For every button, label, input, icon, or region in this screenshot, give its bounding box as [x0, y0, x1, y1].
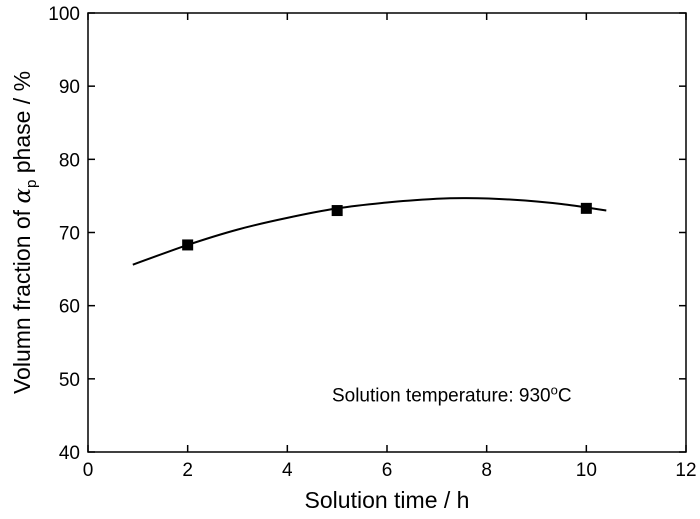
annotation-text: Solution temperature: 930	[332, 386, 551, 407]
y-tick-label: 100	[48, 4, 80, 25]
y-axis-label: Volumn fraction of αp phase / %	[9, 71, 40, 394]
fit-curve	[132, 197, 607, 266]
y-axis-label-symbol: α	[10, 188, 36, 204]
y-tick-label: 70	[59, 224, 80, 245]
data-markers	[182, 202, 592, 251]
data-point-marker	[182, 239, 194, 251]
y-tick-label: 40	[59, 443, 80, 464]
y-axis-label-subscript: p	[23, 180, 40, 188]
x-tick-label: 2	[182, 460, 193, 481]
y-axis-label-prefix: Volumn fraction of	[9, 204, 35, 395]
plot-frame	[87, 12, 687, 453]
y-axis-ticks: 40 50 60 70 80 90 100	[48, 4, 686, 464]
annotation-unit: C	[558, 386, 572, 407]
annotation-degree: o	[551, 383, 558, 398]
y-axis-label-suffix: phase / %	[9, 71, 35, 180]
x-axis-label: Solution time / h	[305, 487, 470, 513]
y-tick-label: 50	[59, 370, 80, 391]
x-axis-ticks: 0 2 4 6 8 10 12	[83, 13, 697, 481]
data-point-marker	[580, 202, 592, 214]
x-tick-label: 10	[576, 460, 597, 481]
data-point-marker	[331, 205, 343, 217]
x-tick-label: 0	[83, 460, 94, 481]
y-tick-label: 60	[59, 297, 80, 318]
y-tick-label: 80	[59, 150, 80, 171]
temperature-annotation: Solution temperature: 930oC	[332, 383, 572, 407]
x-tick-label: 12	[675, 460, 696, 481]
x-tick-label: 6	[382, 460, 393, 481]
x-tick-label: 4	[282, 460, 293, 481]
x-tick-label: 8	[481, 460, 492, 481]
y-tick-label: 90	[59, 77, 80, 98]
